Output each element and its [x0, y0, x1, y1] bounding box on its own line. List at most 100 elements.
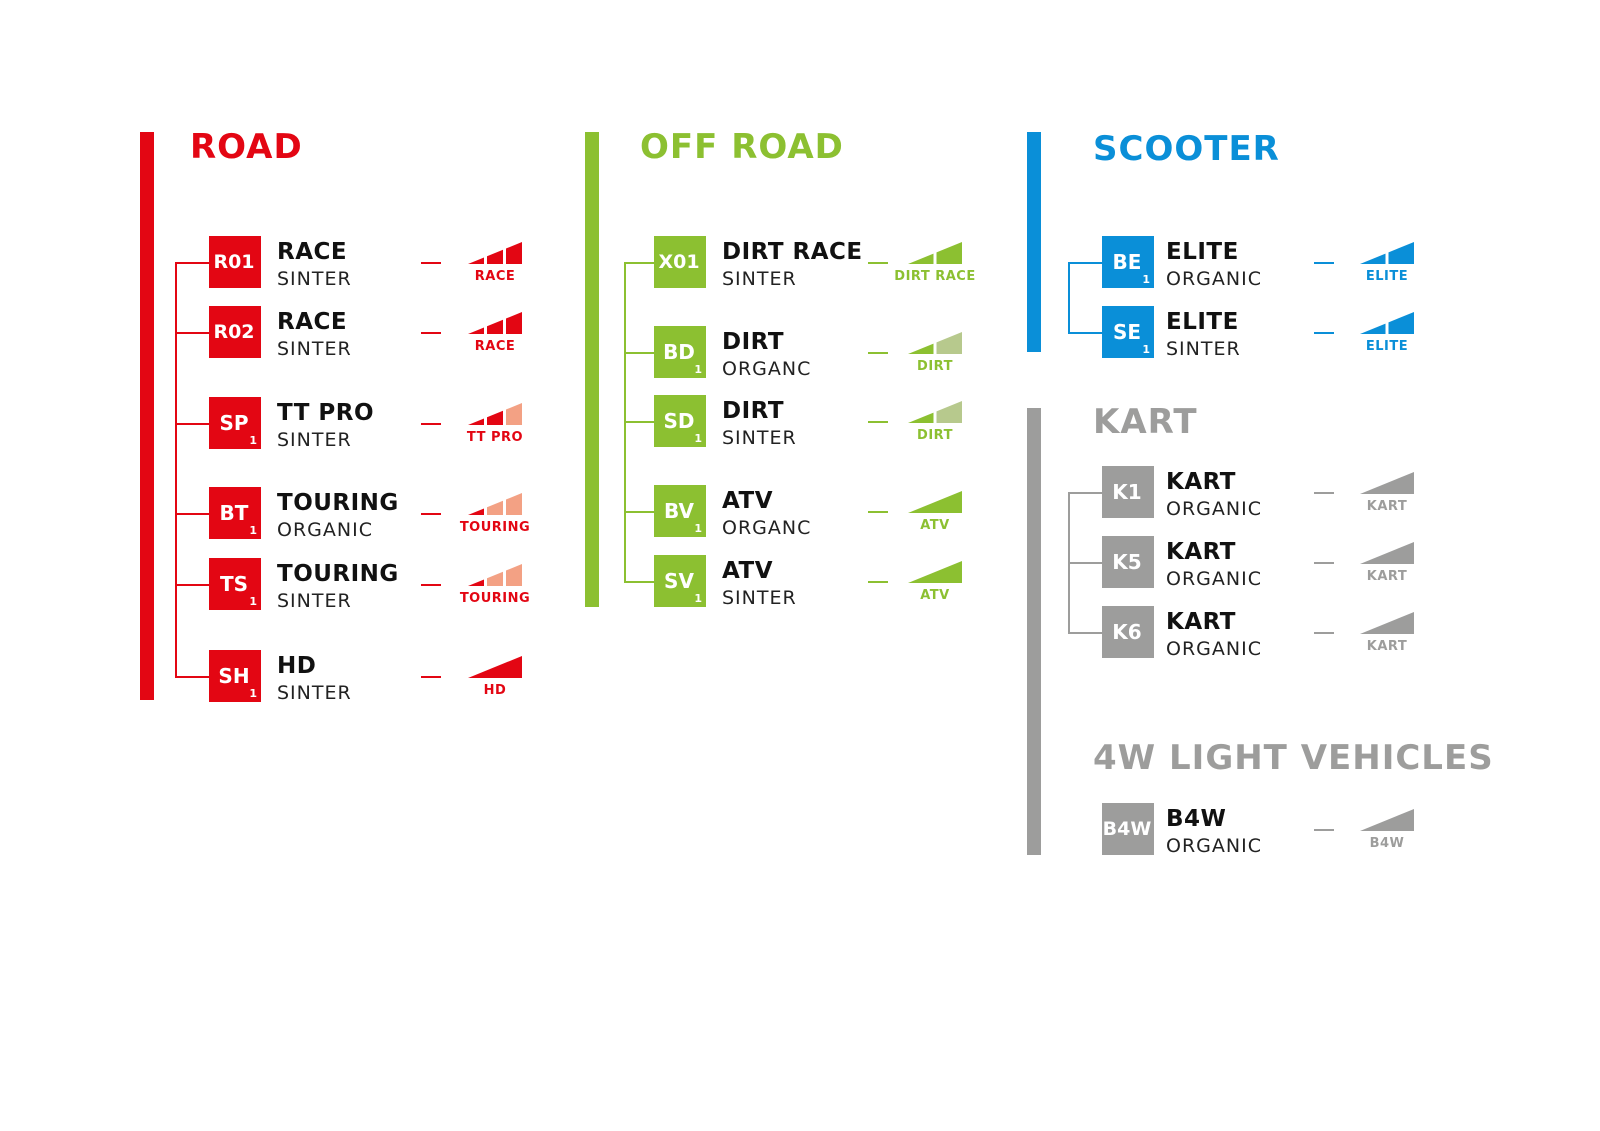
gauge-segment-filled: [936, 242, 962, 264]
badge-code: K6: [1112, 620, 1142, 644]
tree-branch: [1068, 562, 1102, 564]
connector-dash: [421, 262, 441, 264]
product-name: KART: [1166, 469, 1236, 495]
tree-branch: [1068, 332, 1102, 334]
badge-subscript: 1: [249, 524, 257, 537]
gauge-segment-filled: [1360, 472, 1414, 494]
road-tree-line: [175, 262, 177, 676]
product-code-badge[interactable]: SE 1: [1102, 306, 1154, 358]
scooter-category-bar: [1027, 132, 1041, 352]
compound-type: ORGANIC: [1166, 268, 1262, 290]
kart-title: KART: [1093, 402, 1198, 442]
performance-gauge-icon: [1360, 542, 1414, 564]
product-name: HD: [277, 653, 317, 679]
badge-subscript: 1: [249, 687, 257, 700]
scooter-tree-line: [1068, 262, 1070, 332]
product-code-badge[interactable]: BE 1: [1102, 236, 1154, 288]
performance-gauge-icon: [908, 491, 962, 513]
performance-gauge-icon: [1360, 312, 1414, 334]
badge-subscript: 1: [694, 592, 702, 605]
badge-code: X01: [658, 251, 700, 273]
badge-code: SP: [219, 411, 249, 435]
connector-dash: [1314, 829, 1334, 831]
gauge-segment-filled: [1360, 809, 1414, 831]
product-code-badge[interactable]: SD 1: [654, 395, 706, 447]
performance-gauge-icon: [468, 312, 522, 334]
badge-code: TS: [219, 572, 249, 596]
tree-branch: [175, 262, 209, 264]
product-code-badge[interactable]: TS 1: [209, 558, 261, 610]
gauge-segment-empty: [936, 332, 962, 354]
gauge-segment-filled: [1360, 323, 1386, 334]
badge-code: BD: [663, 340, 695, 364]
connector-dash: [1314, 562, 1334, 564]
product-name: KART: [1166, 609, 1236, 635]
badge-subscript: 1: [694, 432, 702, 445]
light4w-title: 4W LIGHT VEHICLES: [1093, 738, 1494, 778]
connector-dash: [1314, 632, 1334, 634]
scooter-title: SCOOTER: [1093, 129, 1280, 169]
gauge-segment-empty: [506, 493, 522, 515]
offroad-category-bar: [585, 132, 599, 607]
gauge-segment-empty: [506, 564, 522, 586]
compound-type: SINTER: [277, 590, 352, 612]
product-code-badge[interactable]: K6: [1102, 606, 1154, 658]
product-code-badge[interactable]: BD 1: [654, 326, 706, 378]
connector-dash: [421, 513, 441, 515]
badge-code: BE: [1112, 250, 1142, 274]
product-code-badge[interactable]: X01: [654, 236, 706, 288]
compound-type: SINTER: [277, 429, 352, 451]
gauge-segment-filled: [468, 327, 484, 334]
gauge-segment-filled: [908, 253, 934, 264]
product-code-badge[interactable]: K1: [1102, 466, 1154, 518]
gauge-label: KART: [1366, 569, 1408, 584]
connector-dash: [868, 581, 888, 583]
performance-gauge-icon: [1360, 809, 1414, 831]
performance-gauge-icon: [468, 493, 522, 515]
product-name: ELITE: [1166, 309, 1239, 335]
product-name: DIRT: [722, 329, 785, 355]
compound-type: SINTER: [277, 682, 352, 704]
gauge-segment-filled: [487, 319, 503, 334]
compound-type: ORGANC: [722, 358, 812, 380]
product-name: RACE: [277, 309, 348, 335]
compound-type: ORGANIC: [277, 519, 373, 541]
product-code-badge[interactable]: B4W: [1102, 803, 1154, 855]
product-code-badge[interactable]: BV 1: [654, 485, 706, 537]
performance-gauge-icon: [908, 242, 962, 264]
gauge-label: KART: [1366, 499, 1408, 514]
gauge-label: DIRT: [917, 428, 953, 443]
product-name: KART: [1166, 539, 1236, 565]
product-name: TOURING: [277, 561, 399, 587]
product-code-badge[interactable]: BT 1: [209, 487, 261, 539]
product-code-badge[interactable]: R01: [209, 236, 261, 288]
performance-gauge-icon: [468, 403, 522, 425]
product-name: TOURING: [277, 490, 399, 516]
product-code-badge[interactable]: SH 1: [209, 650, 261, 702]
connector-dash: [421, 584, 441, 586]
gauge-label: TOURING: [459, 591, 531, 606]
performance-gauge-icon: [908, 561, 962, 583]
gauge-segment-filled: [487, 249, 503, 264]
performance-gauge-icon: [908, 332, 962, 354]
connector-dash: [1314, 332, 1334, 334]
gauge-segment-filled: [1360, 612, 1414, 634]
product-code-badge[interactable]: R02: [209, 306, 261, 358]
performance-gauge-icon: [1360, 612, 1414, 634]
product-code-badge[interactable]: SP 1: [209, 397, 261, 449]
connector-dash: [868, 511, 888, 513]
product-code-badge[interactable]: SV 1: [654, 555, 706, 607]
product-code-badge[interactable]: K5: [1102, 536, 1154, 588]
badge-code: SD: [663, 409, 695, 433]
road-title: ROAD: [190, 127, 303, 167]
badge-subscript: 1: [249, 434, 257, 447]
gauge-segment-filled: [908, 343, 934, 354]
badge-subscript: 1: [694, 522, 702, 535]
badge-code: BT: [219, 501, 249, 525]
gauge-label: TOURING: [459, 520, 531, 535]
compound-type: ORGANIC: [1166, 638, 1262, 660]
gauge-segment-filled: [506, 312, 522, 334]
tree-branch: [175, 423, 209, 425]
connector-dash: [868, 421, 888, 423]
connector-dash: [421, 423, 441, 425]
